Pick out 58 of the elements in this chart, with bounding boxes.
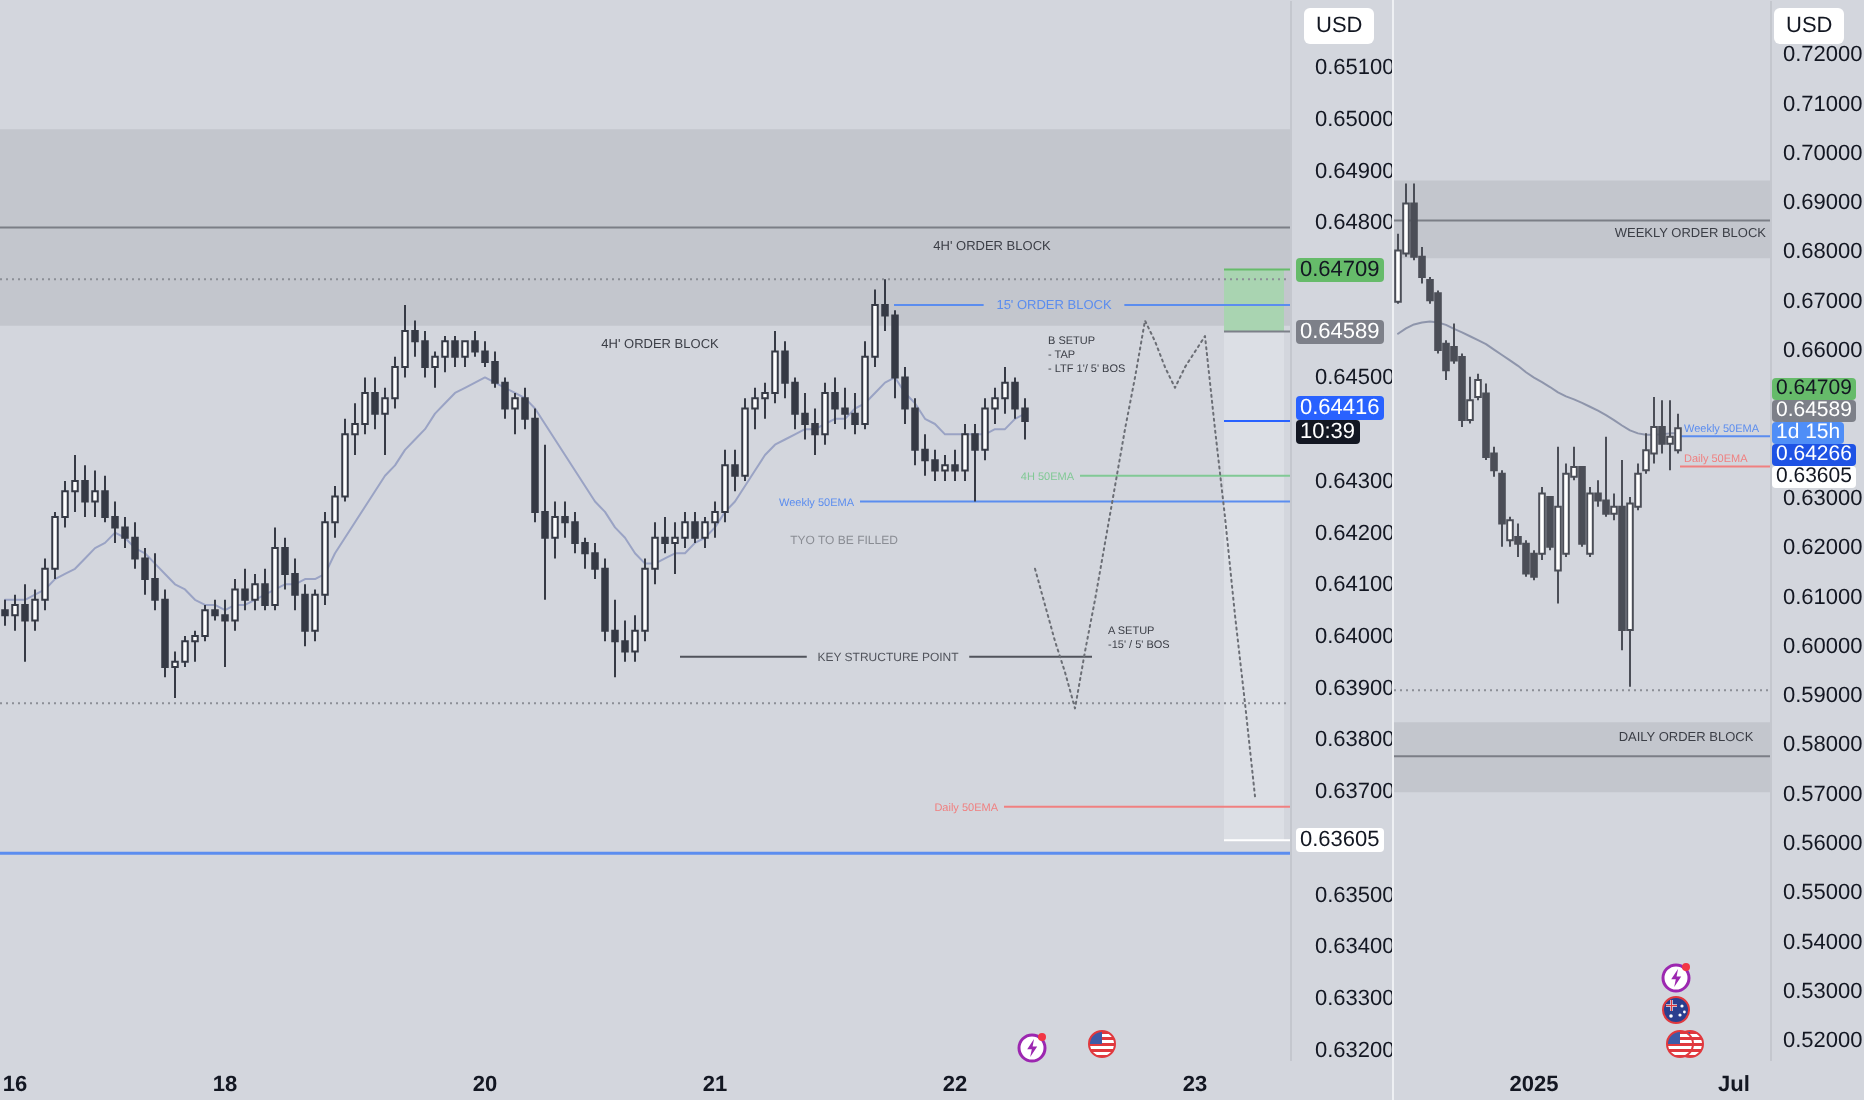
candlestick: [1602, 435, 1610, 518]
candlestick: [1666, 399, 1674, 472]
y-tick-label: 0.61000: [1783, 585, 1863, 610]
y-tick-label: 0.64300: [1315, 469, 1395, 494]
y-tick-label: 0.63300: [1315, 986, 1395, 1011]
text: 0.64266: [1772, 442, 1856, 467]
y-tick-label: 0.60000: [1783, 634, 1863, 659]
ref-line-label: 0.64416: [1296, 396, 1384, 421]
y-tick-label: 0.63200: [1315, 1038, 1395, 1063]
y-tick-label: 0.64000: [1315, 625, 1395, 649]
text: 1d 15h: [1772, 420, 1845, 445]
y-tick-label: 0.66000: [1783, 339, 1863, 364]
y-tick-label: 0.63700: [1315, 780, 1395, 805]
y-tick-label: 0.54000: [1783, 930, 1863, 955]
x-tick-label: 20: [472, 1073, 498, 1097]
y-tick-label: 0.57000: [1783, 782, 1863, 807]
y-tick-label: 0.68000: [1783, 240, 1863, 265]
y-tick-label: 0.64100: [1315, 573, 1395, 598]
y-tick-label: 0.59000: [1783, 684, 1863, 709]
y-tick-label: 0.58000: [1783, 733, 1863, 758]
ref-line-label: 0.64709: [1296, 257, 1384, 282]
y-tick-label: 0.56000: [1783, 832, 1863, 857]
x-tick-label: 18: [212, 1073, 238, 1097]
text: 10:39: [1296, 420, 1360, 445]
y-tick-label: 0.63400: [1315, 935, 1395, 960]
x-tick-label: 16: [2, 1073, 28, 1097]
x-tick-label: 21: [702, 1073, 728, 1097]
y-tick-label: 0.63900: [1315, 676, 1395, 701]
x-tick-label: Jul: [1718, 1073, 1750, 1097]
y-tick-label: 0.63000: [1783, 486, 1863, 511]
text: 0.63605: [1772, 464, 1856, 489]
ref-line-label: 0.64589: [1296, 319, 1384, 344]
y-tick-label: 0.64500: [1315, 366, 1395, 391]
y-tick-label: 0.67000: [1783, 289, 1863, 314]
y-tick-label: 0.70000: [1783, 141, 1863, 166]
y-axis-title: USD: [1304, 8, 1375, 44]
y-tick-label: 0.64900: [1315, 159, 1395, 184]
y-tick-label: 0.63500: [1315, 883, 1395, 908]
y-tick-label: 0.69000: [1783, 191, 1863, 216]
y-tick-label: 0.64800: [1315, 211, 1395, 236]
y-tick-label: 0.71000: [1783, 92, 1863, 117]
text: 0.64589: [1772, 398, 1856, 423]
y-tick-label: 0.62000: [1783, 536, 1863, 561]
line-series: [1034, 319, 1256, 798]
y-tick-label: 0.63800: [1315, 728, 1395, 753]
x-tick-label: 23: [1182, 1073, 1208, 1097]
y-tick-label: 0.72000: [1783, 43, 1863, 68]
y-tick-label: 0.55000: [1783, 881, 1863, 906]
y-tick-label: 0.64200: [1315, 521, 1395, 546]
text: 0.64709: [1772, 376, 1856, 401]
x-tick-label: 22: [942, 1073, 968, 1097]
x-tick-label: 2025: [1509, 1073, 1559, 1097]
y-tick-label: 0.53000: [1783, 979, 1863, 1004]
y-tick-label: 0.65000: [1315, 107, 1395, 132]
y-tick-label: 0.52000: [1783, 1029, 1863, 1054]
y-tick-label: 0.65100: [1315, 56, 1395, 81]
y-axis-title: USD: [1774, 8, 1845, 44]
ref-line-label: 0.63605: [1296, 828, 1384, 853]
